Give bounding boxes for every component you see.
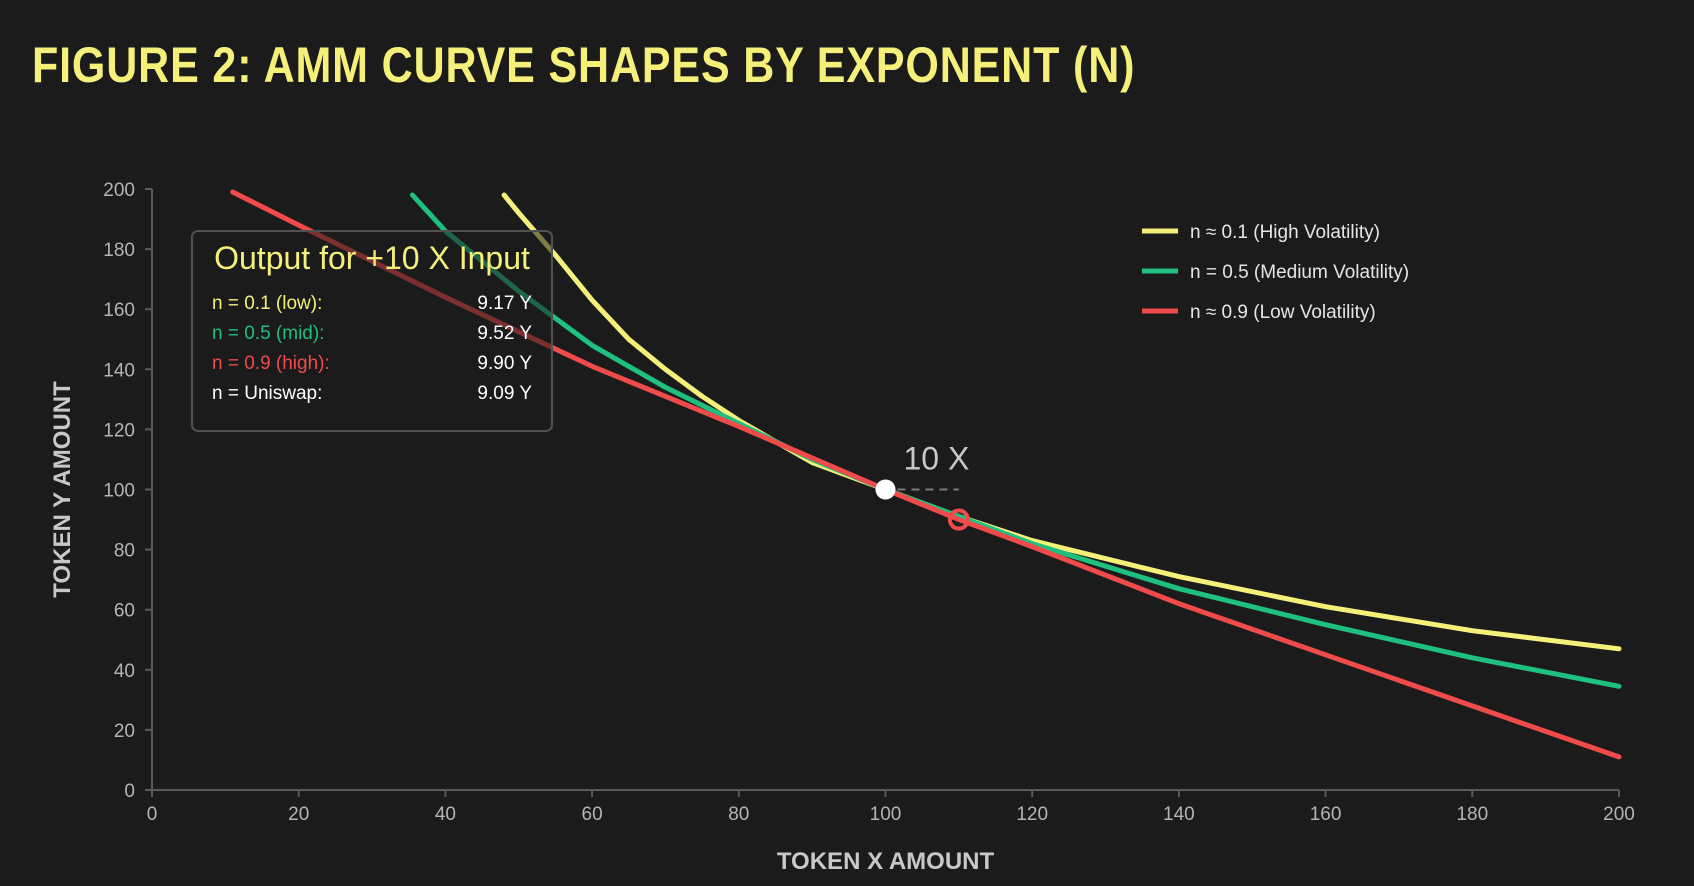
info-row-value: 9.52 Y bbox=[477, 323, 532, 344]
x-tick-label: 0 bbox=[147, 804, 158, 825]
x-tick-label: 180 bbox=[1456, 804, 1488, 825]
x-tick-label: 100 bbox=[870, 804, 902, 825]
legend-label: n ≈ 0.9 (Low Volatility) bbox=[1190, 302, 1376, 323]
x-tick-label: 140 bbox=[1163, 804, 1195, 825]
axes: 0 20 40 60 80 100 120 140 160 180 200 0 20 40 60 80 100… bbox=[103, 180, 1635, 825]
page-title: FIGURE 2: AMM CURVE SHAPES BY EXPONENT (… bbox=[32, 37, 1136, 93]
info-box: Output for +10 X Input n = 0.1 (low): 9.1… bbox=[191, 230, 553, 432]
legend-label: n = 0.5 (Medium Volatility) bbox=[1190, 262, 1409, 283]
info-row-value: 9.17 Y bbox=[477, 293, 532, 314]
x-tick-label: 120 bbox=[1016, 804, 1048, 825]
x-tick-label: 200 bbox=[1603, 804, 1635, 825]
series-line-1 bbox=[501, 192, 1622, 652]
info-box-title: Output for +10 X Input bbox=[214, 240, 530, 276]
end-point bbox=[947, 508, 970, 531]
x-axis-title: TOKEN X AMOUNT bbox=[777, 848, 995, 875]
y-tick-label: 20 bbox=[114, 721, 135, 742]
y-tick-label: 80 bbox=[114, 541, 135, 562]
y-tick-label: 180 bbox=[103, 240, 135, 261]
info-row-label: n = 0.5 (mid): bbox=[212, 323, 324, 344]
y-tick-label: 0 bbox=[124, 781, 135, 802]
marker-layer bbox=[875, 479, 970, 531]
y-ticks: 0 20 40 60 80 100 120 140 160 180 200 bbox=[103, 180, 152, 802]
info-row-value: 9.90 Y bbox=[477, 353, 532, 374]
series-line-2 bbox=[409, 192, 1622, 689]
y-tick-label: 60 bbox=[114, 601, 135, 622]
x-tick-label: 60 bbox=[582, 804, 603, 825]
y-tick-label: 160 bbox=[103, 300, 135, 321]
x-tick-label: 80 bbox=[728, 804, 749, 825]
x-tick-label: 40 bbox=[435, 804, 456, 825]
info-row-value: 9.09 Y bbox=[477, 383, 532, 404]
y-axis-title: TOKEN Y AMOUNT bbox=[49, 381, 76, 598]
y-tick-label: 40 bbox=[114, 661, 135, 682]
delta-x-annotation: 10 X bbox=[904, 441, 970, 477]
info-box-rows: n = 0.1 (low): 9.17 Y n = 0.5 (mid): 9.52 Y… bbox=[212, 293, 532, 404]
y-tick-label: 140 bbox=[103, 360, 135, 381]
x-tick-label: 160 bbox=[1310, 804, 1342, 825]
info-row-label: n = 0.1 (low): bbox=[212, 293, 322, 314]
x-tick-label: 20 bbox=[288, 804, 309, 825]
legend-label: n ≈ 0.1 (High Volatility) bbox=[1190, 222, 1380, 243]
info-row-label: n = 0.9 (high): bbox=[212, 353, 330, 374]
info-row-label: n = Uniswap: bbox=[212, 383, 322, 404]
y-tick-label: 100 bbox=[103, 481, 135, 502]
y-tick-label: 120 bbox=[103, 420, 135, 441]
start-point bbox=[875, 479, 896, 500]
x-ticks: 0 20 40 60 80 100 120 140 160 180 200 bbox=[147, 790, 1635, 825]
y-tick-label: 200 bbox=[103, 180, 135, 201]
legend: n ≈ 0.1 (High Volatility) n = 0.5 (Medium… bbox=[1142, 222, 1409, 323]
